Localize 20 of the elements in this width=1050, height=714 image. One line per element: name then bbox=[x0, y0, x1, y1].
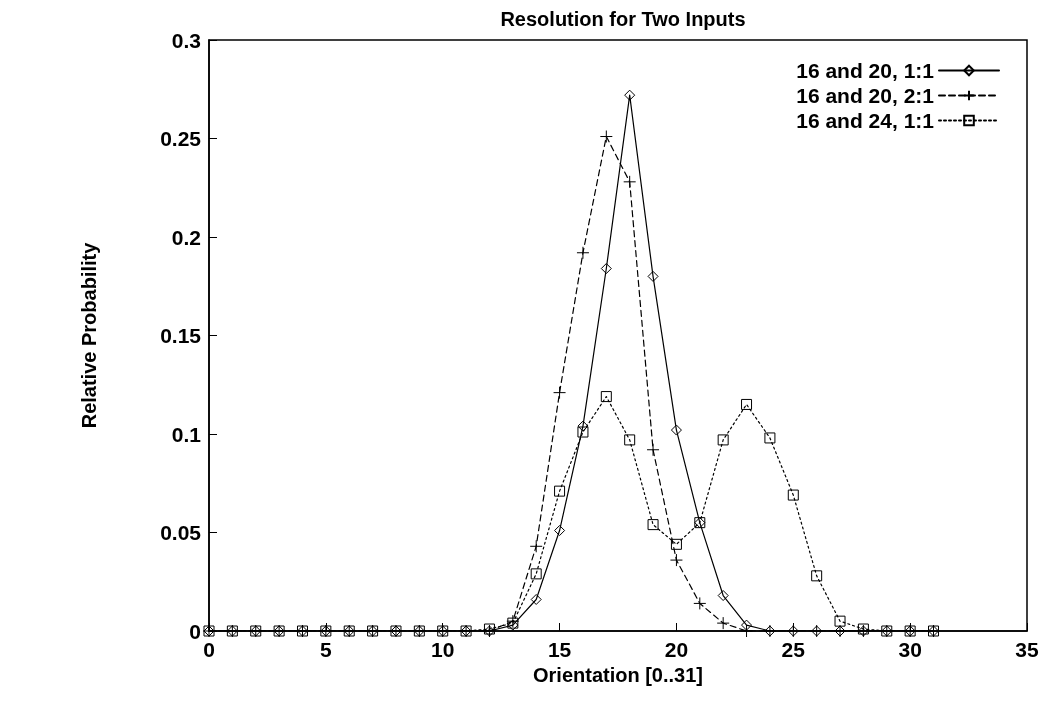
y-tick-label: 0 bbox=[189, 619, 201, 643]
x-tick-label: 5 bbox=[320, 638, 333, 661]
x-tick-label: 15 bbox=[547, 638, 572, 661]
x-tick-label: 30 bbox=[898, 638, 922, 661]
x-tick-label: 20 bbox=[664, 638, 689, 661]
x-tick-label: 35 bbox=[1015, 638, 1039, 661]
y-tick-label: 0.1 bbox=[171, 422, 202, 446]
y-tick-label: 0.25 bbox=[160, 127, 202, 150]
legend-label: 16 and 20, 2:1 bbox=[796, 84, 935, 107]
x-tick-label: 25 bbox=[781, 638, 806, 661]
chart-title: Resolution for Two Inputs bbox=[500, 8, 746, 30]
y-tick-label: 0.15 bbox=[160, 324, 202, 347]
legend-label: 16 and 20, 1:1 bbox=[796, 59, 935, 82]
x-axis-title: Orientation [0..31] bbox=[532, 663, 704, 686]
x-tick-label: 10 bbox=[431, 638, 455, 661]
legend-label: 16 and 24, 1:1 bbox=[796, 109, 935, 132]
y-tick-label: 0.2 bbox=[171, 225, 201, 249]
y-tick-label: 0.3 bbox=[171, 28, 201, 52]
y-axis-title: Relative Probability bbox=[78, 241, 100, 429]
y-tick-label: 0.05 bbox=[160, 521, 202, 544]
